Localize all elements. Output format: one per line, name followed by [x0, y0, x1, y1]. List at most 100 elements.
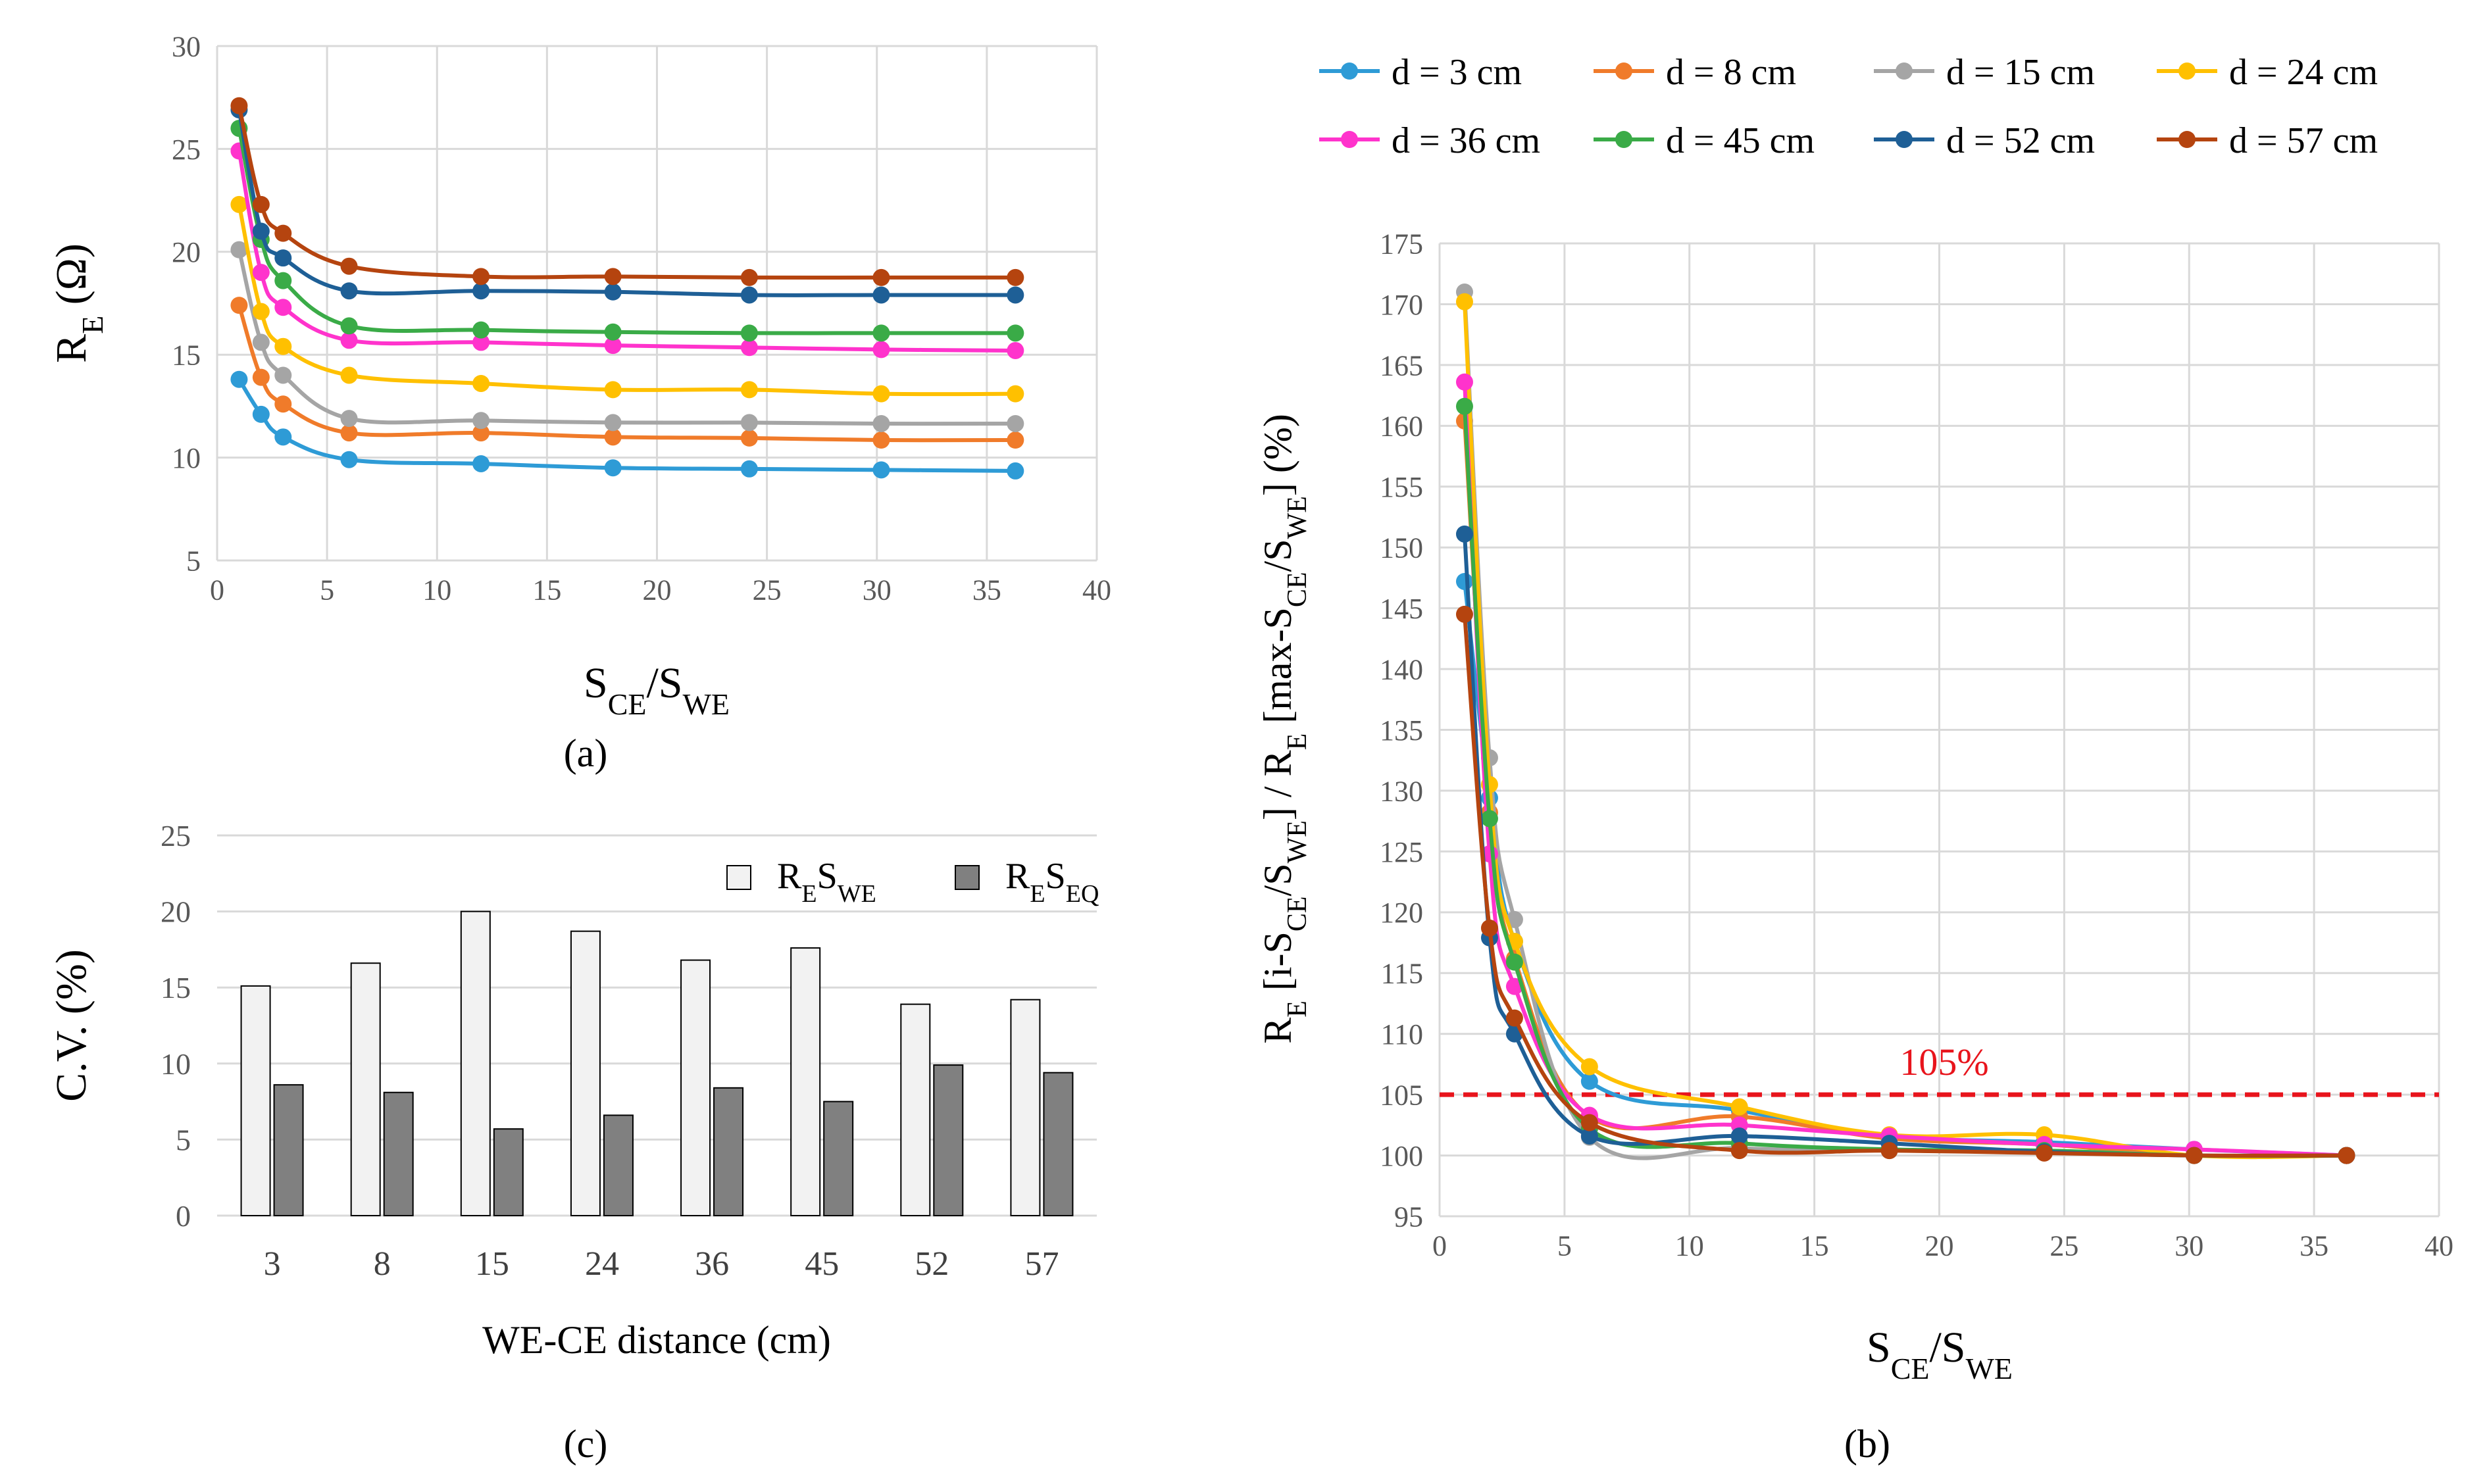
data-point	[604, 323, 622, 341]
y-axis-label: RE (Ω)	[47, 243, 109, 363]
x-tick-label: 35	[972, 574, 1001, 606]
x-axis-label-sub: WE	[683, 687, 730, 721]
series-line	[237, 128, 1016, 335]
y-axis-label-part: /S	[1256, 863, 1299, 896]
y-tick-label: 130	[1380, 775, 1423, 807]
legend-label: RESWE	[777, 856, 876, 908]
data-point	[472, 282, 490, 300]
data-point	[230, 370, 248, 388]
bar	[1010, 999, 1041, 1217]
x-axis-label-part: /S	[646, 659, 682, 707]
bar	[350, 962, 381, 1216]
x-tick-label: 0	[210, 574, 224, 606]
data-point	[252, 264, 270, 282]
y-tick-label: 110	[1381, 1018, 1423, 1051]
legend-label-part: S	[1045, 856, 1066, 897]
y-tick-label: 170	[1380, 289, 1423, 321]
y-tick-label: 20	[161, 895, 191, 929]
data-point	[872, 385, 890, 403]
y-axis-label-sub: WE	[1282, 820, 1313, 863]
series-line	[1462, 382, 2347, 1158]
data-point	[1730, 1142, 1748, 1160]
y-tick-label: 155	[1380, 471, 1423, 503]
legend-swatch-marker	[1896, 62, 1913, 80]
x-tick-label: 35	[2300, 1229, 2328, 1262]
data-point	[604, 283, 622, 301]
data-point	[252, 222, 270, 240]
legend-label: d = 15 cm	[1946, 52, 2095, 93]
x-axis-label: WE-CE distance (cm)	[482, 1318, 831, 1362]
data-point	[1730, 1127, 1748, 1145]
x-tick-label: 30	[2175, 1229, 2203, 1262]
y-axis-label-sub: E	[1282, 1001, 1313, 1018]
x-tick-label: 3	[264, 1245, 281, 1283]
y-axis-label-part: R	[47, 334, 95, 363]
data-point	[1455, 397, 1473, 415]
y-axis-label-sub: E	[1282, 733, 1313, 751]
data-point	[230, 297, 248, 314]
legend-swatch-marker	[2178, 62, 2196, 80]
data-point	[1580, 1127, 1598, 1145]
data-point	[1007, 341, 1024, 359]
data-point	[1455, 605, 1473, 623]
y-tick-label: 0	[176, 1199, 191, 1233]
legend-label: d = 57 cm	[2229, 120, 2378, 161]
series-line	[237, 305, 1016, 443]
data-point	[1580, 1114, 1598, 1131]
legend-swatch	[955, 865, 980, 890]
y-tick-label: 120	[1380, 897, 1423, 929]
y-tick-label: 10	[172, 442, 201, 474]
data-point	[274, 428, 292, 446]
bar	[1043, 1072, 1074, 1216]
data-point	[230, 97, 248, 114]
y-tick-label: 5	[186, 545, 201, 577]
data-point	[1730, 1098, 1748, 1116]
x-tick-label: 52	[915, 1245, 949, 1283]
data-point	[740, 381, 758, 399]
y-axis-label-part: ] (%)	[1256, 414, 1299, 496]
legend-swatch-marker	[1341, 62, 1358, 80]
data-point	[472, 321, 490, 339]
x-axis-label-part: /S	[1929, 1323, 1965, 1372]
legend-b: d = 3 cm d = 8 cm d = 15 cm d = 24 cm d = 36…	[1319, 52, 2378, 161]
x-tick-label: 40	[2425, 1229, 2453, 1262]
y-tick-label: 160	[1380, 410, 1423, 443]
data-point	[1007, 414, 1024, 432]
data-point	[274, 299, 292, 316]
data-point	[1007, 286, 1024, 304]
panel-label-b: (b)	[1844, 1422, 1890, 1466]
y-tick-label: 5	[176, 1123, 191, 1156]
data-point	[252, 368, 270, 386]
data-point	[1007, 385, 1024, 403]
data-point	[2338, 1147, 2355, 1164]
data-point	[1455, 525, 1473, 543]
bar	[493, 1128, 524, 1216]
data-point	[340, 366, 358, 384]
bar	[273, 1084, 304, 1216]
data-point	[872, 324, 890, 342]
y-tick-label: 25	[161, 819, 191, 853]
y-axis-label-sub: CE	[1282, 896, 1313, 931]
legend-label-sub: WE	[838, 880, 876, 908]
data-point	[1480, 810, 1498, 828]
y-tick-label: 15	[161, 971, 191, 1004]
legend-swatch-marker	[1896, 131, 1913, 148]
y-tick-label: 145	[1380, 593, 1423, 625]
y-tick-label: 135	[1380, 714, 1423, 747]
x-tick-label: 45	[805, 1245, 839, 1283]
legend-label: d = 3 cm	[1392, 52, 1522, 93]
y-axis-label-sub: E	[76, 316, 109, 334]
legend-label: d = 45 cm	[1666, 120, 1815, 161]
x-axis-label: SCE/SWE	[584, 659, 730, 721]
legend-swatch-marker	[1615, 62, 1632, 80]
x-axis-label-part: S	[584, 659, 608, 707]
data-point	[472, 412, 490, 430]
data-point	[1007, 324, 1024, 342]
y-axis-label-part: ] / R	[1256, 750, 1299, 820]
data-point	[1880, 1142, 1898, 1160]
y-tick-label: 165	[1380, 349, 1423, 382]
bar	[933, 1064, 964, 1217]
data-point	[2185, 1147, 2203, 1164]
x-tick-label: 15	[532, 574, 561, 606]
bar	[713, 1087, 744, 1216]
